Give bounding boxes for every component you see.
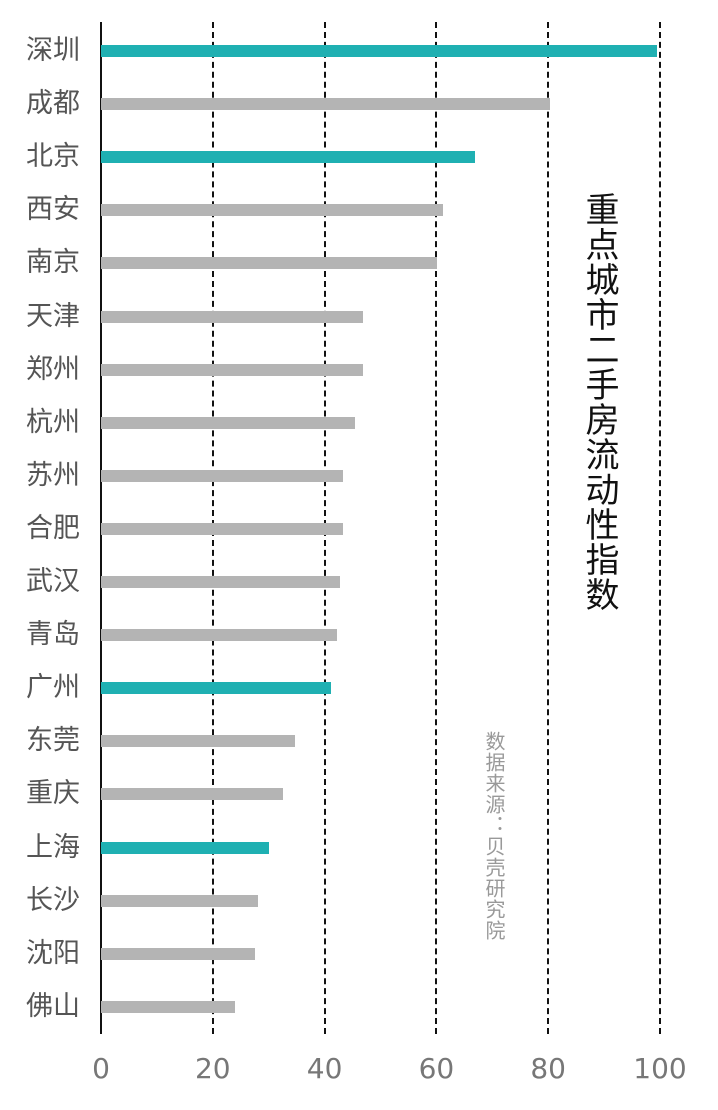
city-label: 上海 — [26, 831, 80, 863]
data-source-note: 数据来源：贝壳研究院 — [482, 731, 506, 941]
x-tick-label: 100 — [633, 1052, 687, 1085]
city-label: 深圳 — [26, 35, 80, 66]
bar-15 — [101, 841, 269, 854]
x-tick-label: 20 — [194, 1052, 231, 1085]
bar-4 — [101, 257, 437, 270]
bar-8 — [101, 469, 344, 482]
city-label: 北京 — [26, 141, 80, 173]
city-label: 长沙 — [26, 884, 80, 916]
bar-2 — [101, 151, 475, 164]
bar-7 — [101, 416, 355, 429]
bar-1 — [101, 98, 550, 111]
gridline-60 — [435, 22, 438, 1034]
bar-12 — [101, 682, 331, 695]
x-tick-label: 0 — [92, 1052, 110, 1085]
gridline-100 — [659, 22, 661, 1034]
city-label: 成都 — [26, 88, 80, 120]
bar-14 — [101, 788, 284, 801]
bar-6 — [101, 363, 364, 376]
x-tick-label: 40 — [306, 1052, 343, 1085]
bar-5 — [101, 310, 364, 323]
bar-17 — [101, 947, 255, 960]
bar-3 — [101, 204, 444, 217]
city-label: 东莞 — [26, 725, 80, 757]
bar-9 — [101, 522, 344, 535]
city-label: 佛山 — [26, 990, 80, 1022]
bar-0 — [101, 45, 658, 57]
bar-13 — [101, 735, 295, 748]
city-label: 沈阳 — [26, 937, 80, 969]
bar-10 — [101, 576, 341, 588]
x-tick-label: 80 — [530, 1052, 566, 1085]
bar-16 — [101, 894, 259, 907]
city-label: 重庆 — [26, 778, 80, 810]
city-label: 青岛 — [26, 619, 80, 651]
city-label: 南京 — [26, 247, 80, 279]
x-tick-label: 60 — [418, 1052, 455, 1085]
city-label: 西安 — [26, 194, 80, 226]
city-label: 郑州 — [26, 353, 80, 385]
gridline-80 — [547, 22, 550, 1034]
city-label: 苏州 — [26, 459, 80, 491]
city-label: 天津 — [26, 300, 80, 332]
bar-18 — [101, 1000, 236, 1013]
city-label: 合肥 — [26, 512, 80, 544]
bar-11 — [101, 629, 337, 642]
chart-title: 重点城市二手房流动性指数 — [572, 188, 628, 616]
city-label: 武汉 — [26, 566, 80, 597]
city-label: 广州 — [26, 672, 80, 704]
city-label: 杭州 — [26, 406, 80, 438]
